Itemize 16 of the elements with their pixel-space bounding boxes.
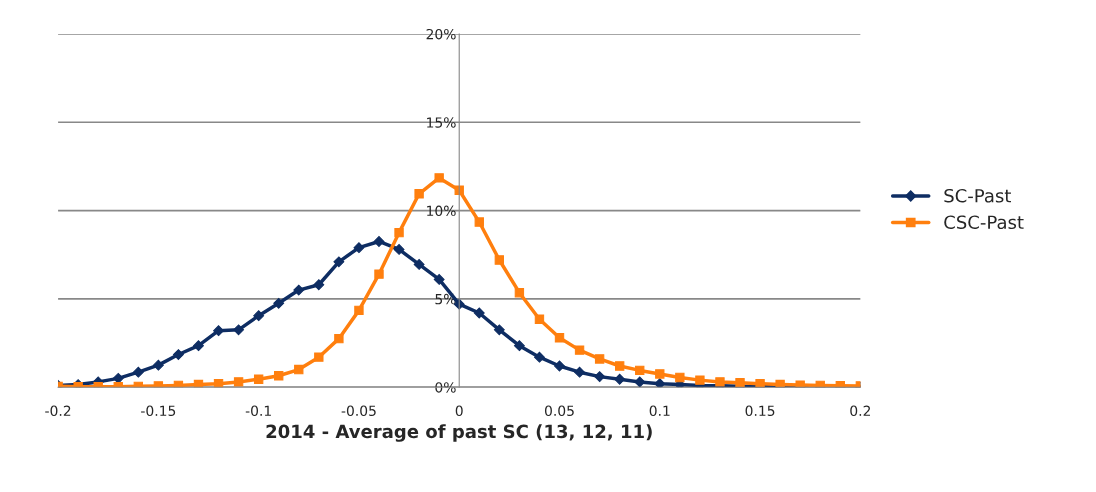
- y-tick-label: 15%: [427, 117, 456, 128]
- x-tick-label: 0.2: [850, 405, 871, 417]
- x-tick-label: 0.1: [649, 405, 670, 417]
- x-tick-label: -0.2: [45, 405, 71, 417]
- y-tick-label: 0%: [435, 382, 456, 393]
- x-tick-label: -0.15: [141, 405, 176, 417]
- x-tick-label: -0.05: [341, 405, 376, 417]
- y-tick-label: 20%: [426, 28, 456, 40]
- x-tick-label: -0.1: [245, 405, 271, 417]
- x-tick-label: 0.15: [745, 405, 775, 417]
- x-tick-label: 0.05: [544, 405, 574, 417]
- x-tick-label: 0: [455, 405, 463, 417]
- legend-label: SC-Past: [944, 188, 1011, 203]
- y-tick-label: 10%: [427, 205, 456, 217]
- legend-label: CSC-Past: [944, 215, 1024, 230]
- x-axis-title: 2014 - Average of past SC (13, 12, 11): [266, 424, 652, 442]
